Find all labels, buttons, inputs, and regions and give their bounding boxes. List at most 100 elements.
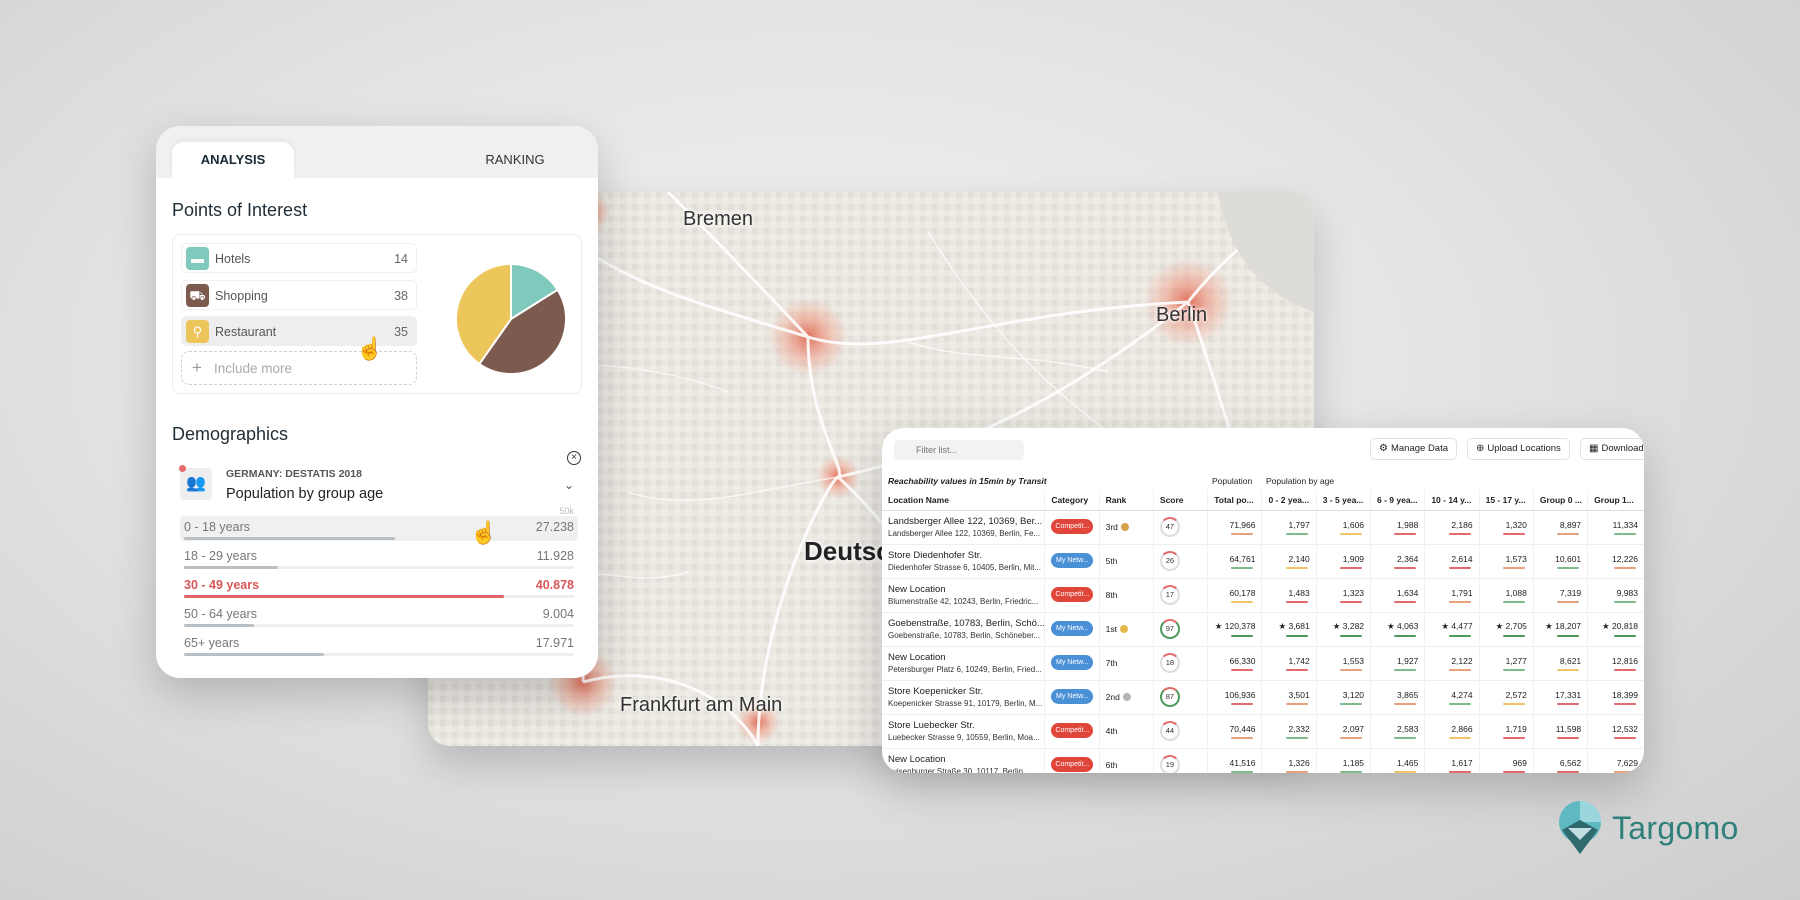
close-icon[interactable]: × bbox=[567, 451, 581, 465]
hand-cursor-icon: ☝ bbox=[356, 336, 384, 361]
demographics-selector[interactable]: 👥 GERMANY: DESTATIS 2018 Population by g… bbox=[179, 464, 580, 512]
age-group-row[interactable]: 0 - 18 years 27.238 bbox=[180, 516, 578, 541]
age-group-row[interactable]: 30 - 49 years 40.878 bbox=[180, 574, 578, 599]
location-cell[interactable]: New Location Luisenburger Straße 30, 1011… bbox=[882, 748, 1045, 773]
rank-cell: 7th bbox=[1098, 646, 1154, 681]
value-text: 969 bbox=[1480, 758, 1527, 768]
include-more-button[interactable]: + Include more bbox=[181, 351, 417, 385]
column-header[interactable]: Total po... bbox=[1207, 490, 1262, 511]
age-group-bar-track bbox=[184, 653, 574, 656]
value-bar bbox=[1231, 635, 1254, 637]
column-header[interactable]: Score bbox=[1152, 490, 1208, 511]
column-header[interactable]: 0 - 2 yea... bbox=[1261, 490, 1317, 511]
tab-ranking[interactable]: RANKING bbox=[485, 152, 545, 167]
value-cell: 66,330 bbox=[1207, 646, 1262, 681]
poi-label: Shopping bbox=[215, 289, 268, 303]
value-bar bbox=[1557, 635, 1580, 637]
score-ring: 47 bbox=[1159, 517, 1180, 537]
column-header[interactable]: Rank bbox=[1098, 490, 1154, 511]
table-icon: ▦ bbox=[1589, 443, 1599, 454]
column-header[interactable]: 3 - 5 yea... bbox=[1315, 490, 1371, 511]
value-cell: 18,399 bbox=[1587, 680, 1644, 715]
table-row[interactable]: New Location Blumenstraße 42, 10243, Berl… bbox=[882, 578, 1644, 613]
age-group-row[interactable]: 18 - 29 years 11.928 bbox=[180, 545, 578, 570]
value-text: 1,791 bbox=[1426, 588, 1472, 598]
value-text: 1,573 bbox=[1480, 554, 1527, 564]
location-cell[interactable]: New Location Blumenstraße 42, 10243, Berl… bbox=[882, 578, 1045, 613]
value-text: 1,634 bbox=[1372, 588, 1418, 598]
tab-analysis[interactable]: ANALYSIS bbox=[172, 142, 294, 178]
rank-value: 3rd bbox=[1105, 522, 1118, 532]
value-cell: 12,532 bbox=[1587, 714, 1644, 749]
value-text: 1,617 bbox=[1426, 758, 1472, 768]
value-bar bbox=[1340, 600, 1363, 603]
location-cell[interactable]: Store Koepenicker Str. Koepenicker Strass… bbox=[882, 680, 1045, 715]
map-label-berlin: Berlin bbox=[1156, 304, 1208, 326]
star-icon: ★ bbox=[1602, 621, 1612, 631]
location-cell[interactable]: Store Luebecker Str. Luebecker Strasse 9,… bbox=[882, 714, 1045, 749]
value-cell: 1,909 bbox=[1315, 544, 1371, 579]
value-bar bbox=[1502, 635, 1525, 637]
value-number: 9,983 bbox=[1616, 587, 1638, 598]
column-header[interactable]: Category bbox=[1044, 490, 1100, 511]
table-row[interactable]: New Location Luisenburger Straße 30, 1011… bbox=[882, 748, 1644, 773]
value-bar bbox=[1448, 702, 1471, 705]
column-header[interactable]: 6 - 9 yea... bbox=[1370, 490, 1425, 511]
table-row[interactable]: Store Diedenhofer Str. Diedenhofer Strass… bbox=[882, 544, 1644, 579]
value-cell: 3,865 bbox=[1370, 680, 1425, 715]
table-row[interactable]: Store Luebecker Str. Luebecker Strasse 9,… bbox=[882, 714, 1644, 749]
rank-cell: 8th bbox=[1098, 578, 1154, 613]
table-row[interactable]: Store Koepenicker Str. Koepenicker Strass… bbox=[882, 680, 1644, 715]
value-cell: 1,185 bbox=[1315, 748, 1371, 773]
value-bar bbox=[1502, 566, 1525, 569]
poi-item-restaurant[interactable]: ⚲ Restaurant 35 bbox=[181, 316, 417, 346]
location-cell[interactable]: Landsberger Allee 122, 10369, Ber... Land… bbox=[882, 510, 1045, 545]
value-cell: 3,501 bbox=[1261, 680, 1317, 715]
value-cell: 64,761 bbox=[1207, 544, 1262, 579]
rank-cell: 6th bbox=[1098, 748, 1154, 773]
download-button[interactable]: ▦ Download bbox=[1580, 438, 1644, 460]
category-badge: My Netw... bbox=[1051, 654, 1094, 670]
table-row[interactable]: Landsberger Allee 122, 10369, Ber... Land… bbox=[882, 510, 1644, 545]
value-number: 12,816 bbox=[1612, 655, 1638, 666]
upload-icon: ⊕ bbox=[1476, 443, 1485, 454]
upload-locations-button[interactable]: ⊕ Upload Locations bbox=[1467, 438, 1570, 460]
location-cell[interactable]: Goebenstraße, 10783, Berlin, Schö... Goeb… bbox=[882, 612, 1045, 647]
value-bar bbox=[1231, 770, 1254, 773]
column-header[interactable]: Location Name bbox=[882, 490, 1045, 511]
value-bar bbox=[1614, 532, 1636, 535]
filter-input[interactable] bbox=[894, 440, 1024, 460]
manage-data-button[interactable]: ⚙ Manage Data bbox=[1370, 438, 1458, 460]
column-header[interactable]: Group 0 ... bbox=[1532, 490, 1588, 511]
poi-item-shopping[interactable]: ⛟ Shopping 38 bbox=[181, 280, 417, 310]
location-cell[interactable]: New Location Petersburger Platz 6, 10249,… bbox=[882, 646, 1045, 681]
table-row[interactable]: Goebenstraße, 10783, Berlin, Schö... Goeb… bbox=[882, 612, 1644, 647]
location-cell[interactable]: Store Diedenhofer Str. Diedenhofer Strass… bbox=[882, 544, 1045, 579]
column-header[interactable]: Group 1... bbox=[1587, 490, 1644, 511]
score-cell: 44 bbox=[1152, 714, 1208, 749]
column-header[interactable]: 10 - 14 y... bbox=[1424, 490, 1480, 511]
value-text: 60,178 bbox=[1209, 588, 1255, 598]
value-number: 1,988 bbox=[1397, 519, 1419, 530]
value-text: 6,562 bbox=[1534, 758, 1581, 768]
poi-item-hotels[interactable]: ▬ Hotels 14 bbox=[181, 243, 417, 273]
value-bar bbox=[1614, 635, 1636, 637]
column-header[interactable]: 15 - 17 y... bbox=[1478, 490, 1534, 511]
value-text: ★ 4,477 bbox=[1426, 621, 1472, 632]
location-address: Petersburger Platz 6, 10249, Berlin, Fri… bbox=[888, 665, 1042, 674]
table-row[interactable]: New Location Petersburger Platz 6, 10249,… bbox=[882, 646, 1644, 681]
value-bar bbox=[1448, 566, 1471, 569]
cart-icon: ⛟ bbox=[186, 284, 209, 307]
value-cell: 8,621 bbox=[1532, 646, 1588, 681]
age-group-row[interactable]: 50 - 64 years 9.004 bbox=[180, 603, 578, 628]
value-text: 1,988 bbox=[1372, 519, 1419, 530]
value-text: 1,465 bbox=[1372, 758, 1418, 768]
age-group-row[interactable]: 65+ years 17.971 bbox=[180, 632, 578, 657]
value-bar bbox=[1231, 532, 1254, 535]
rank-value: 1st bbox=[1105, 624, 1117, 634]
age-group-value: 17.971 bbox=[535, 636, 574, 650]
gear-icon: ⚙ bbox=[1379, 443, 1388, 454]
value-bar bbox=[1285, 600, 1308, 603]
value-bar bbox=[1614, 566, 1636, 569]
chevron-down-icon[interactable]: ⌄ bbox=[563, 478, 574, 492]
